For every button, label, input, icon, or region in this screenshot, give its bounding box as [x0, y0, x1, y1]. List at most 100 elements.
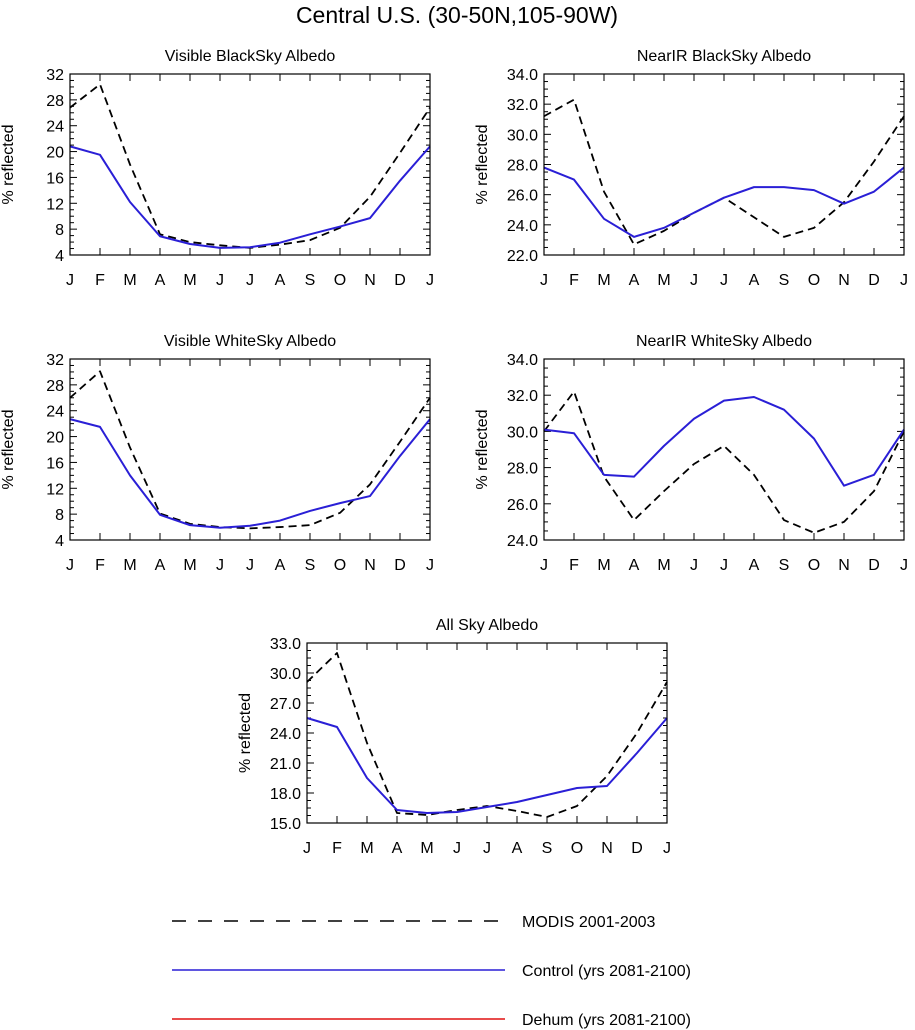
chart-title: Visible WhiteSky Albedo [164, 333, 336, 350]
y-axis-label: % reflected [474, 409, 491, 489]
x-tick-label: F [569, 272, 579, 289]
x-tick-label: J [453, 840, 461, 857]
y-tick-label: 4 [55, 533, 64, 550]
y-tick-label: 18.0 [270, 786, 301, 803]
y-tick-label: 26.0 [507, 497, 538, 514]
x-tick-label: A [275, 272, 286, 289]
x-tick-label: A [155, 557, 166, 574]
x-tick-label: J [720, 557, 728, 574]
y-tick-label: 28 [46, 93, 64, 110]
chart-panel-5: All Sky Albedo % reflected 15.0 18.0 21.0 24.… [237, 617, 671, 857]
series-line-control [306, 717, 668, 814]
x-tick-label: A [749, 272, 760, 289]
x-tick-label: J [540, 557, 548, 574]
y-tick-label: 34.0 [507, 352, 538, 369]
x-tick-label: J [246, 272, 254, 289]
y-tick-label: 28.0 [507, 158, 538, 175]
legend-label-control: Control (yrs 2081-2100) [522, 963, 691, 980]
series-line-control [543, 166, 905, 238]
x-tick-label: M [183, 557, 196, 574]
y-tick-label: 4 [55, 248, 64, 265]
chart-panels: Visible BlackSky Albedo % reflected 4 8 12 16… [0, 48, 908, 857]
x-tick-label: J [900, 272, 908, 289]
series-line-control [69, 418, 431, 529]
x-tick-label: A [392, 840, 403, 857]
x-tick-label: S [779, 557, 790, 574]
x-tick-label: M [183, 272, 196, 289]
legend-entry-control: Control (yrs 2081-2100) [172, 963, 691, 980]
x-tick-label: A [749, 557, 760, 574]
x-tick-label: J [426, 272, 434, 289]
x-tick-label: S [542, 840, 553, 857]
y-tick-label: 24.0 [270, 726, 301, 743]
x-tick-label: M [420, 840, 433, 857]
x-tick-label: O [334, 557, 346, 574]
y-tick-label: 24.0 [507, 218, 538, 235]
y-tick-label: 32 [46, 352, 64, 369]
y-tick-label: 20 [46, 145, 64, 162]
y-axis-label: % reflected [0, 409, 17, 489]
x-tick-label: M [360, 840, 373, 857]
x-tick-label: J [663, 840, 671, 857]
series-line-control [69, 145, 431, 249]
x-tick-label: N [601, 840, 613, 857]
y-tick-label: 12 [46, 196, 64, 213]
axis-ticks [543, 358, 905, 541]
series-line-control [543, 396, 905, 487]
y-tick-label: 34.0 [507, 67, 538, 84]
series-line-modis [543, 390, 905, 534]
plot-frame [306, 642, 668, 824]
y-tick-label: 30.0 [507, 127, 538, 144]
y-axis-label: % reflected [474, 124, 491, 204]
x-tick-label: J [690, 557, 698, 574]
y-tick-label: 22.0 [507, 248, 538, 265]
x-tick-label: J [540, 272, 548, 289]
y-tick-label: 24 [46, 404, 64, 421]
x-tick-label: J [483, 840, 491, 857]
x-tick-label: J [690, 272, 698, 289]
y-axis-label: % reflected [0, 124, 17, 204]
axis-ticks [306, 642, 668, 824]
x-tick-label: A [512, 840, 523, 857]
chart-title: All Sky Albedo [436, 617, 538, 634]
legend-entry-dehum: Dehum (yrs 2081-2100) [172, 1012, 691, 1029]
y-tick-label: 8 [55, 507, 64, 524]
x-tick-label: D [868, 272, 880, 289]
y-tick-label: 32.0 [507, 97, 538, 114]
y-tick-label: 28 [46, 378, 64, 395]
y-tick-label: 30.0 [270, 666, 301, 683]
x-tick-label: S [305, 557, 316, 574]
figure-title: Central U.S. (30-50N,105-90W) [296, 2, 618, 28]
series-line-modis [306, 652, 668, 818]
axis-ticks [543, 73, 905, 256]
x-tick-label: F [332, 840, 342, 857]
x-tick-label: M [597, 272, 610, 289]
x-tick-label: M [123, 272, 136, 289]
x-tick-label: S [779, 272, 790, 289]
chart-title: NearIR WhiteSky Albedo [636, 333, 812, 350]
y-tick-label: 8 [55, 222, 64, 239]
y-tick-label: 20 [46, 430, 64, 447]
y-tick-label: 24 [46, 119, 64, 136]
y-tick-label: 21.0 [270, 756, 301, 773]
x-tick-label: N [838, 557, 850, 574]
chart-panel-1: Visible BlackSky Albedo % reflected 4 8 12 16… [0, 48, 434, 289]
y-tick-label: 26.0 [507, 188, 538, 205]
legend-entry-modis: MODIS 2001-2003 [172, 914, 656, 931]
x-tick-label: N [838, 272, 850, 289]
y-tick-label: 32 [46, 67, 64, 84]
x-tick-label: D [394, 272, 406, 289]
y-tick-label: 28.0 [507, 461, 538, 478]
y-tick-label: 30.0 [507, 424, 538, 441]
x-tick-label: J [303, 840, 311, 857]
chart-title: Visible BlackSky Albedo [165, 48, 336, 65]
y-tick-label: 15.0 [270, 816, 301, 833]
x-tick-label: J [216, 557, 224, 574]
x-tick-label: M [123, 557, 136, 574]
plot-frame [69, 73, 431, 256]
x-tick-label: A [155, 272, 166, 289]
x-tick-label: F [95, 557, 105, 574]
x-tick-label: A [629, 272, 640, 289]
x-tick-label: M [657, 272, 670, 289]
chart-title: NearIR BlackSky Albedo [637, 48, 811, 65]
